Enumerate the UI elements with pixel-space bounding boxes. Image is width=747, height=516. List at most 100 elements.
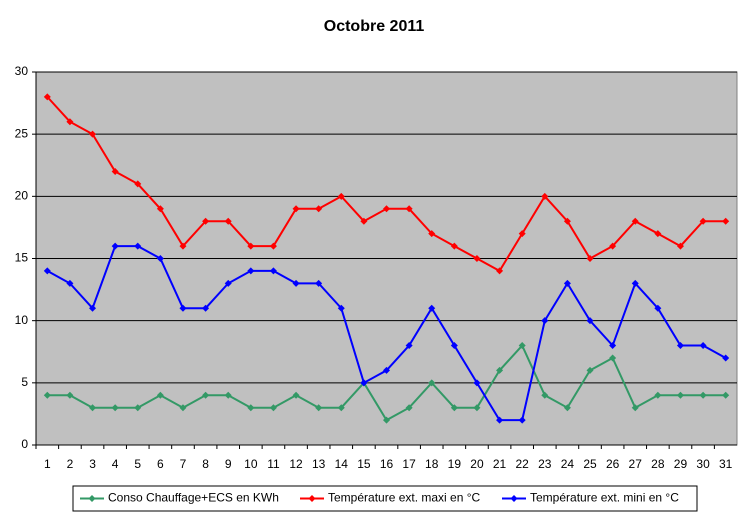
x-tick-label: 10 (244, 457, 258, 471)
x-tick-label: 31 (719, 457, 733, 471)
point-marker (541, 391, 549, 399)
point-marker (383, 416, 390, 424)
x-tick-label: 21 (493, 457, 507, 471)
point-marker (89, 304, 97, 312)
point-marker (89, 130, 97, 138)
legend-label: Conso Chauffage+ECS en KWh (108, 491, 279, 505)
point-marker (111, 242, 119, 250)
x-tick-label: 29 (674, 457, 688, 471)
x-tick-label: 19 (448, 457, 462, 471)
point-marker (654, 230, 662, 238)
point-marker (134, 180, 142, 188)
point-marker (179, 404, 187, 412)
point-marker (247, 267, 255, 275)
x-tick-label: 17 (402, 457, 416, 471)
point-marker (631, 279, 639, 287)
point-marker (631, 217, 639, 225)
y-tick-label: 0 (21, 437, 28, 451)
point-marker (654, 391, 662, 399)
point-marker (473, 404, 481, 412)
point-marker (247, 242, 255, 250)
y-tick-label: 15 (15, 251, 29, 265)
x-tick-label: 3 (89, 457, 96, 471)
x-tick-label: 7 (180, 457, 187, 471)
point-marker (134, 404, 142, 412)
point-marker (496, 366, 504, 374)
point-marker (337, 404, 345, 412)
point-marker (563, 217, 571, 225)
x-tick-label: 2 (67, 457, 74, 471)
point-marker (541, 192, 549, 200)
x-tick-label: 30 (696, 457, 710, 471)
point-marker (586, 255, 594, 262)
point-marker (518, 416, 526, 424)
point-marker (428, 379, 436, 387)
point-marker (247, 404, 255, 412)
point-marker (156, 391, 164, 399)
point-marker (224, 279, 232, 287)
point-marker (202, 304, 210, 312)
point-marker (496, 416, 504, 424)
y-tick-label: 10 (15, 313, 29, 327)
x-tick-label: 28 (651, 457, 665, 471)
point-marker (518, 342, 526, 350)
point-marker (292, 205, 300, 213)
point-marker (292, 279, 300, 287)
point-marker (383, 205, 390, 213)
point-marker (428, 304, 436, 312)
point-marker (315, 205, 323, 213)
point-marker (450, 342, 458, 350)
point-marker (315, 279, 323, 287)
point-marker (202, 217, 210, 225)
y-tick-label: 5 (21, 375, 28, 389)
chart-title: Octobre 2011 (324, 18, 425, 35)
y-tick-label: 25 (15, 126, 29, 140)
x-tick-label: 4 (112, 457, 119, 471)
point-marker (428, 230, 436, 238)
point-marker (699, 391, 707, 399)
point-marker (473, 255, 481, 262)
point-marker (676, 391, 684, 399)
point-marker (609, 242, 617, 250)
x-tick-label: 26 (606, 457, 620, 471)
point-marker (450, 242, 458, 250)
point-marker (111, 167, 119, 175)
point-marker (360, 217, 368, 225)
point-marker (337, 192, 345, 200)
x-tick-label: 24 (561, 457, 575, 471)
point-marker (586, 317, 594, 325)
x-tick-label: 5 (134, 457, 141, 471)
point-marker (224, 391, 232, 399)
point-marker (722, 217, 730, 225)
point-marker (405, 205, 413, 213)
point-marker (496, 267, 504, 275)
point-marker (292, 391, 300, 399)
y-tick-label: 20 (15, 189, 29, 203)
x-tick-label: 13 (312, 457, 326, 471)
point-marker (563, 404, 571, 412)
x-tick-label: 6 (157, 457, 164, 471)
legend-box (72, 485, 698, 512)
point-marker (337, 304, 345, 312)
point-marker (405, 342, 413, 350)
x-tick-label: 23 (538, 457, 552, 471)
point-marker (43, 267, 51, 275)
point-marker (676, 242, 684, 250)
x-tick-label: 8 (202, 457, 209, 471)
point-marker (269, 242, 277, 250)
point-marker (563, 279, 571, 287)
point-marker (518, 230, 526, 238)
point-marker (269, 267, 277, 275)
point-marker (450, 404, 458, 412)
point-marker (269, 404, 277, 412)
x-tick-label: 9 (225, 457, 232, 471)
point-marker (699, 217, 707, 225)
point-marker (66, 279, 74, 287)
x-tick-label: 12 (289, 457, 303, 471)
legend-label: Température ext. mini en °C (530, 491, 679, 505)
point-marker (134, 242, 142, 250)
point-marker (315, 404, 323, 412)
point-marker (43, 93, 51, 101)
y-tick-label: 30 (15, 64, 29, 78)
